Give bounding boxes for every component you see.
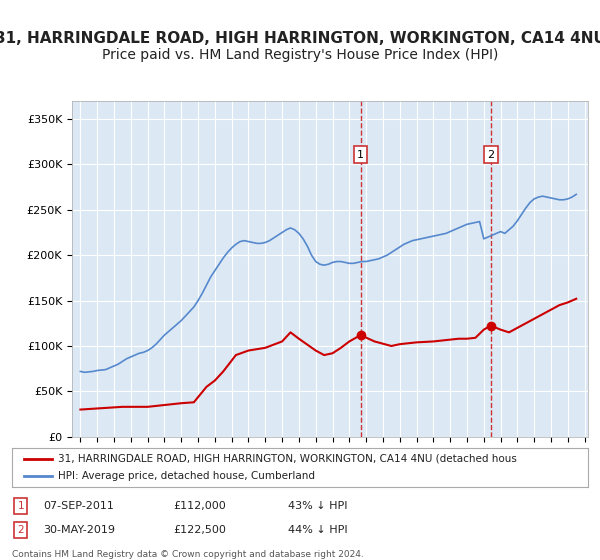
Text: 1: 1	[17, 501, 24, 511]
Text: £122,500: £122,500	[173, 525, 226, 535]
Text: 07-SEP-2011: 07-SEP-2011	[44, 501, 115, 511]
Text: 2: 2	[17, 525, 24, 535]
Text: 30-MAY-2019: 30-MAY-2019	[44, 525, 116, 535]
Text: 43% ↓ HPI: 43% ↓ HPI	[289, 501, 348, 511]
Text: 2: 2	[487, 150, 494, 160]
Text: £112,000: £112,000	[173, 501, 226, 511]
Text: HPI: Average price, detached house, Cumberland: HPI: Average price, detached house, Cumb…	[58, 471, 315, 481]
Text: 31, HARRINGDALE ROAD, HIGH HARRINGTON, WORKINGTON, CA14 4NU (detached hous: 31, HARRINGDALE ROAD, HIGH HARRINGTON, W…	[58, 454, 517, 464]
Text: Price paid vs. HM Land Registry's House Price Index (HPI): Price paid vs. HM Land Registry's House …	[102, 48, 498, 62]
Text: Contains HM Land Registry data © Crown copyright and database right 2024.
This d: Contains HM Land Registry data © Crown c…	[12, 550, 364, 560]
Text: 44% ↓ HPI: 44% ↓ HPI	[289, 525, 348, 535]
Text: 1: 1	[357, 150, 364, 160]
Text: 31, HARRINGDALE ROAD, HIGH HARRINGTON, WORKINGTON, CA14 4NU: 31, HARRINGDALE ROAD, HIGH HARRINGTON, W…	[0, 31, 600, 46]
